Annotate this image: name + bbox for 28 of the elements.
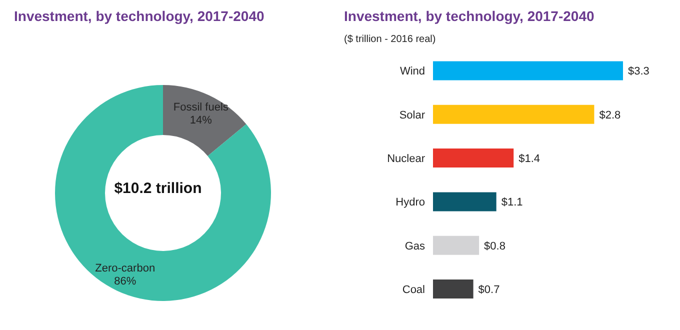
text: $10.2 trillion xyxy=(114,180,202,197)
data-label: $1.4 xyxy=(518,152,540,165)
data-label: 86% xyxy=(114,276,136,288)
y-tick-label: Solar xyxy=(399,109,426,122)
y-tick-label: Gas xyxy=(404,240,426,252)
chart-title: Investment, by technology, 2017-2040 xyxy=(344,8,596,26)
y-tick-label: Nuclear xyxy=(387,153,426,166)
data-label: $2.8 xyxy=(599,109,621,122)
donut-slice xyxy=(55,85,271,301)
data-label: $3.3 xyxy=(628,66,650,78)
y-tick-label: Wind xyxy=(400,66,425,78)
chart-title: Investment, by technology, 2017-2040 xyxy=(14,8,266,26)
bar xyxy=(433,236,480,255)
bar xyxy=(433,192,496,212)
bar xyxy=(433,148,514,168)
data-label: 14% xyxy=(190,114,212,126)
data-label: $0.7 xyxy=(478,284,500,296)
data-label: $1.1 xyxy=(501,196,523,209)
slice-label: Zero-carbon xyxy=(95,262,156,275)
y-tick-label: Coal xyxy=(402,284,425,296)
bar xyxy=(433,280,474,299)
y-tick-label: Hydro xyxy=(396,196,425,209)
chart-subtitle: ($ trillion - 2016 real) xyxy=(344,34,437,45)
bar xyxy=(433,104,594,124)
bar xyxy=(433,61,623,80)
donut-slice xyxy=(163,85,246,156)
data-label: $0.8 xyxy=(484,240,506,252)
slice-label: Fossil fuels xyxy=(173,101,229,114)
